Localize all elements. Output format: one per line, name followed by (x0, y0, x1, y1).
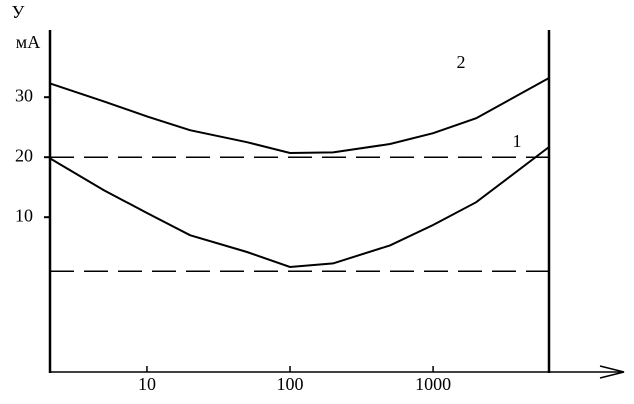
x-tick-label: 10 (138, 374, 156, 394)
x-axis-arrow (599, 365, 625, 379)
x-tick-label: 1000 (415, 374, 451, 394)
series-line (49, 77, 550, 155)
series-label: 1 (513, 131, 522, 151)
y-axis-unit: мА (16, 32, 40, 52)
y-tick-label: 30 (15, 85, 33, 105)
series-label: 2 (457, 52, 466, 72)
y-tick-label: 10 (15, 205, 33, 225)
x-tick-label: 100 (277, 374, 304, 394)
y-axis-label: У (12, 2, 25, 22)
series-line (49, 146, 550, 269)
y-tick-label: 20 (15, 145, 33, 165)
